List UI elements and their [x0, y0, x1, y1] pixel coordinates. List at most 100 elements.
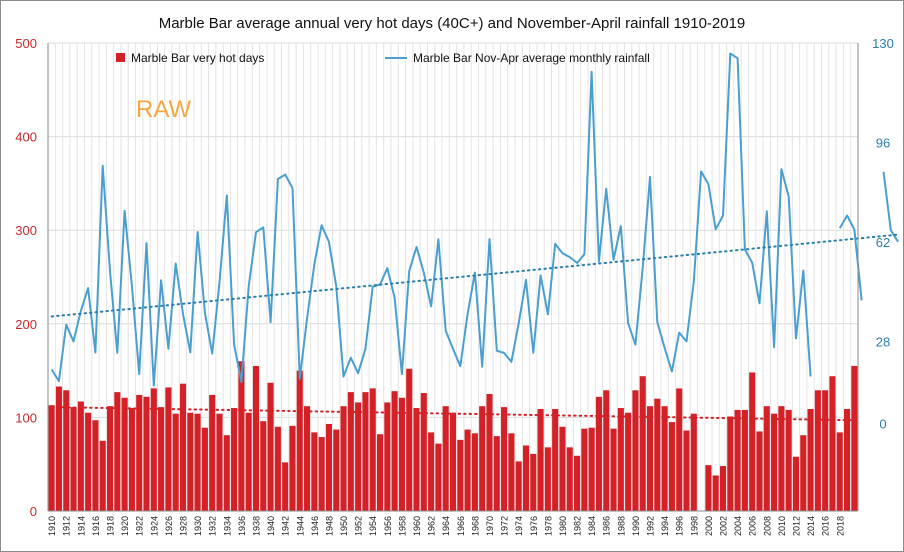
- bar: [646, 406, 654, 511]
- bar: [734, 409, 741, 511]
- bar: [763, 406, 770, 511]
- bar: [121, 397, 128, 511]
- bar: [282, 462, 289, 511]
- bar: [362, 392, 369, 511]
- bar: [260, 421, 267, 511]
- bar: [625, 412, 632, 511]
- x-axis-tick-label: 2018: [835, 516, 845, 536]
- bar: [559, 426, 566, 511]
- bar: [486, 394, 493, 511]
- bar: [267, 382, 274, 511]
- bar: [384, 402, 391, 511]
- x-axis-tick-label: 1910: [47, 516, 57, 536]
- bar: [807, 408, 814, 511]
- x-axis-tick-label: 1948: [324, 516, 334, 536]
- bar: [683, 430, 690, 511]
- bar: [99, 440, 106, 511]
- x-axis-tick-label: 1934: [222, 516, 232, 536]
- x-axis-tick-label: 1944: [295, 516, 305, 536]
- legend: Marble Bar very hot days Marble Bar Nov-…: [116, 51, 650, 65]
- bar: [836, 432, 843, 511]
- x-axis-tick-label: 1980: [558, 516, 568, 536]
- x-axis-tick-label: 2016: [821, 516, 831, 536]
- x-axis-tick-label: 1986: [602, 516, 612, 536]
- bar: [406, 368, 413, 511]
- left-axis-tick-label: 200: [15, 317, 37, 332]
- bar: [114, 392, 121, 511]
- grid-lines: [47, 42, 859, 512]
- bar: [690, 413, 697, 511]
- bar: [508, 433, 515, 511]
- bar: [398, 397, 405, 511]
- bar: [376, 434, 384, 511]
- bar: [537, 408, 544, 511]
- x-axis-tick-label: 1968: [470, 516, 480, 536]
- bar: [435, 443, 442, 511]
- bar: [223, 435, 230, 511]
- bar: [668, 422, 675, 511]
- bar: [48, 405, 55, 511]
- bar: [289, 425, 296, 511]
- right-axis-tick-label: 0: [879, 416, 886, 431]
- bar: [603, 390, 610, 511]
- bar: [296, 370, 303, 511]
- bar: [318, 437, 325, 511]
- bar: [252, 365, 260, 511]
- x-axis-tick-label: 1992: [646, 516, 656, 536]
- bar: [355, 402, 362, 511]
- x-axis-tick-label: 1966: [456, 516, 466, 536]
- x-axis-tick-label: 1916: [91, 516, 101, 536]
- bar: [705, 465, 712, 511]
- bar: [676, 388, 683, 511]
- x-axis-tick-label: 2004: [733, 516, 743, 536]
- raw-annotation: RAW: [136, 96, 191, 123]
- x-axis-tick-label: 1946: [310, 516, 320, 536]
- x-axis-tick-label: 1922: [135, 516, 145, 536]
- x-axis-tick-label: 1952: [354, 516, 364, 536]
- x-axis-tick-label: 1926: [164, 516, 174, 536]
- trendlines: [50, 233, 900, 422]
- bar: [588, 427, 595, 511]
- bar: [209, 394, 216, 511]
- bar: [581, 428, 588, 511]
- bar: [136, 394, 143, 511]
- bar: [844, 408, 851, 511]
- bar: [829, 376, 836, 511]
- bars-series: [48, 361, 858, 511]
- x-axis-tick-label: 2014: [806, 516, 816, 536]
- x-axis-tick-label: 1938: [251, 516, 261, 536]
- legend-bar-label: Marble Bar very hot days: [131, 51, 264, 65]
- bar: [172, 413, 179, 511]
- bar: [143, 396, 150, 511]
- bar: [741, 409, 748, 511]
- x-axis-tick-label: 1958: [397, 516, 407, 536]
- axes: 0 100 200 300 400 500 0 28 62 96 130 1910 1912 1914 19…: [15, 36, 894, 536]
- bar: [150, 388, 157, 511]
- bar: [449, 412, 457, 511]
- rainfall-line-segment: [50, 52, 812, 387]
- legend-line-label: Marble Bar Nov-Apr average monthly rainf…: [413, 51, 650, 65]
- bar: [158, 407, 165, 511]
- bar: [464, 429, 471, 511]
- bar: [70, 407, 77, 511]
- chart-title: Marble Bar average annual very hot days …: [159, 15, 746, 32]
- bar: [719, 466, 727, 511]
- x-axis-tick-label: 1932: [208, 516, 218, 536]
- bar: [822, 390, 829, 511]
- x-axis-tick-label: 2008: [762, 516, 772, 536]
- bar: [778, 406, 785, 511]
- right-axis-tick-label: 130: [872, 36, 894, 51]
- x-axis-tick-label: 1918: [106, 516, 116, 536]
- bar: [194, 413, 201, 511]
- bar: [420, 393, 427, 511]
- hot-days-trendline: [50, 406, 856, 422]
- x-axis-tick-label: 1964: [441, 516, 451, 536]
- x-axis-tick-label: 1954: [368, 516, 378, 536]
- bar: [574, 455, 581, 511]
- x-axis-tick-label: 1940: [266, 516, 276, 536]
- bar: [55, 386, 62, 511]
- x-axis-tick-label: 1974: [514, 516, 524, 536]
- bar: [771, 413, 778, 511]
- bar: [92, 420, 99, 511]
